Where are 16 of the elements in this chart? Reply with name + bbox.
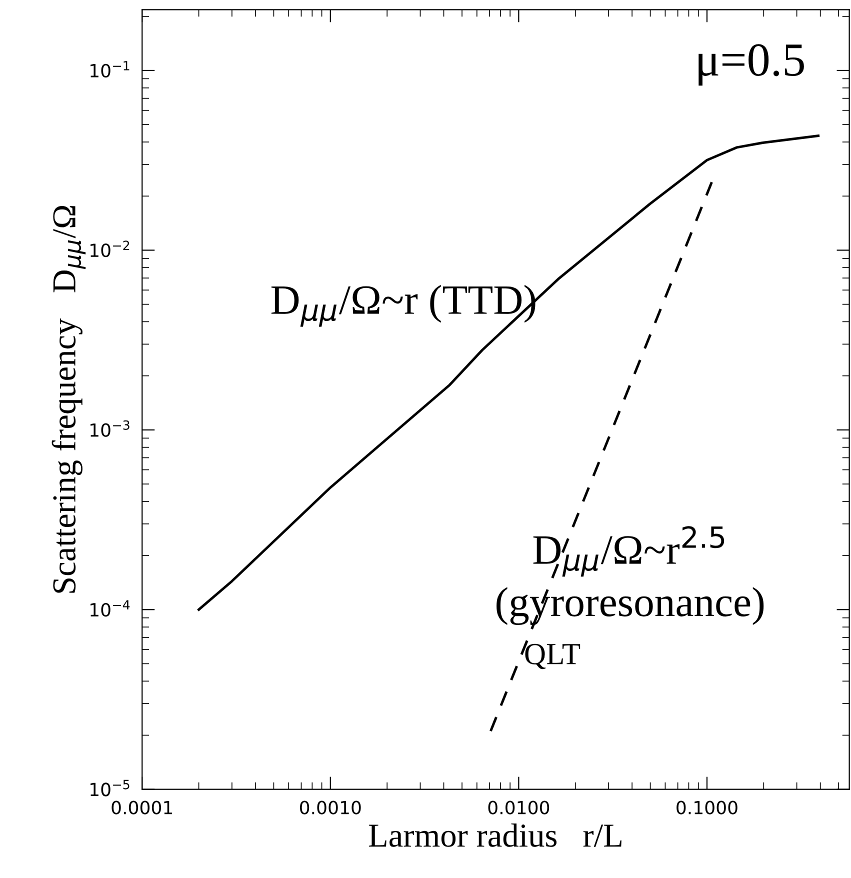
x-tick-label: 0.0100 (488, 800, 550, 814)
annotation: D$_{μμ}$/Ω~r (TTD) (271, 284, 536, 327)
x-tick-label: 0.1000 (676, 800, 738, 814)
y-axis-title: Scattering frequency D$_{μμ}$/Ω (52, 206, 86, 593)
y-tick-label: 10$^{−2}$ (90, 240, 130, 258)
y-tick-label: 10$^{−3}$ (90, 420, 130, 437)
annotation: (gyroresonance) (496, 587, 764, 626)
annotation: D$_{μμ}$/Ω~r$^{2.5}$ (533, 526, 724, 577)
x-tick-label: 0.0001 (112, 800, 172, 814)
x-tick-label: 0.0010 (300, 800, 361, 814)
y-tick-label: 10$^{−4}$ (90, 600, 130, 617)
y-tick-label: 10$^{−5}$ (90, 780, 130, 796)
x-axis-title: Larmor radius r/L (368, 823, 622, 847)
annotation: μ=0.5 (698, 44, 804, 86)
annotation: QLT (525, 644, 580, 670)
y-tick-label: 10$^{−1}$ (90, 61, 130, 78)
